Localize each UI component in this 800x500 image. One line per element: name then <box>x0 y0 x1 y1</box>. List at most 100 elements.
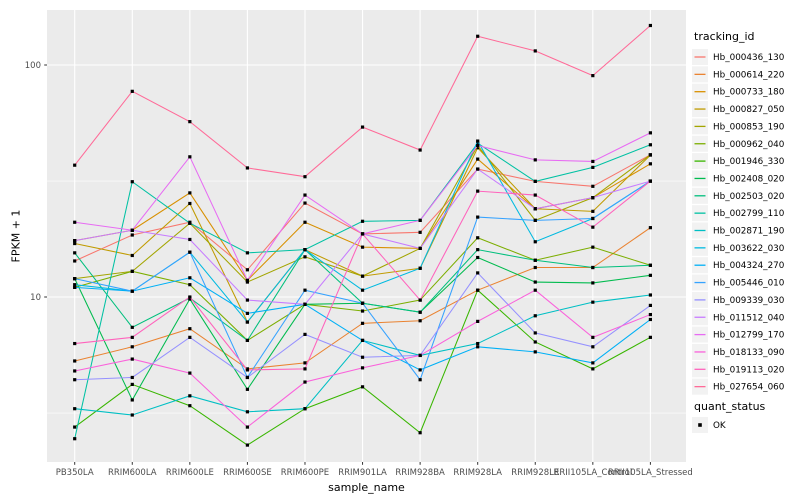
data-point-marker <box>130 228 134 232</box>
data-point-marker <box>73 241 77 246</box>
data-point-marker <box>245 443 250 447</box>
data-point-marker <box>245 280 250 284</box>
data-point-marker <box>591 265 595 270</box>
data-point-marker <box>476 34 480 38</box>
series-Hb_027654_060 <box>73 23 652 179</box>
data-point-marker <box>591 165 595 169</box>
data-point-marker <box>188 191 192 195</box>
data-point-marker <box>533 288 537 292</box>
data-point-marker <box>73 425 77 429</box>
legend-item-label: Hb_002503_020 <box>713 192 785 202</box>
data-point-marker <box>73 359 77 363</box>
data-point-marker <box>476 167 480 171</box>
legend-item-label: Hb_001946_330 <box>713 157 785 167</box>
legend-item: Hb_002799_110 <box>692 205 785 222</box>
data-point-marker <box>360 125 365 129</box>
data-point-marker <box>476 143 480 148</box>
data-point-marker <box>188 276 192 280</box>
data-point-marker <box>245 338 250 343</box>
data-point-marker <box>303 175 307 179</box>
data-point-marker <box>476 215 480 219</box>
legend-item-label: Hb_009339_030 <box>713 296 785 306</box>
data-point-marker <box>303 380 307 384</box>
legend-item-quant: OK <box>692 417 726 433</box>
data-point-marker <box>648 303 652 308</box>
data-point-marker <box>476 341 480 346</box>
data-point-marker <box>476 255 480 260</box>
data-point-marker <box>73 259 77 263</box>
legend-item: Hb_005446_010 <box>692 274 785 291</box>
legend-title-quant-status: quant_status <box>694 400 766 413</box>
data-point-marker <box>73 378 77 382</box>
legend-item: Hb_001946_330 <box>692 153 785 170</box>
data-point-marker <box>648 179 652 183</box>
data-point-marker <box>360 219 365 223</box>
data-point-marker <box>130 233 134 237</box>
data-point-marker <box>476 345 480 349</box>
legend-item-label: Hb_002871_190 <box>713 227 785 237</box>
legend-item: Hb_018133_090 <box>692 343 785 360</box>
data-point-marker <box>533 179 537 183</box>
data-point-marker <box>648 131 652 135</box>
data-point-marker <box>303 288 307 292</box>
data-point-marker <box>73 283 77 287</box>
data-point-marker <box>130 253 134 258</box>
x-tick-label: PB350LA <box>56 468 94 478</box>
legend-item: Hb_009339_030 <box>692 291 785 308</box>
x-tick-label: RRIM928BA <box>395 468 445 478</box>
data-point-marker <box>73 163 77 167</box>
data-point-marker <box>418 378 422 382</box>
legend-item: Hb_000436_130 <box>692 49 785 65</box>
data-point-marker <box>533 350 537 354</box>
data-point-marker <box>188 120 192 124</box>
data-point-marker <box>245 311 250 315</box>
data-point-marker <box>648 23 652 28</box>
data-point-marker <box>648 273 652 277</box>
x-tick-label: RRIM928LA <box>453 468 502 478</box>
legend-item-label: Hb_012799_170 <box>713 331 785 341</box>
data-point-marker <box>533 314 537 318</box>
x-tick-label: RRIM600LA <box>108 468 157 478</box>
data-point-marker <box>648 153 652 157</box>
data-point-marker <box>418 266 422 270</box>
data-point-marker <box>591 345 595 349</box>
x-tick-label: RRIM600LE <box>166 468 214 478</box>
data-point-marker <box>130 413 134 417</box>
legend-item: Hb_003622_030 <box>692 239 785 256</box>
data-point-marker <box>245 298 250 302</box>
data-point-marker <box>533 280 537 284</box>
y-axis-title: FPKM + 1 <box>9 209 23 263</box>
data-point-marker <box>591 184 595 188</box>
data-point-marker <box>245 166 250 170</box>
data-point-marker <box>130 335 134 339</box>
data-point-marker <box>533 158 537 162</box>
data-point-marker <box>533 340 537 344</box>
data-point-marker <box>73 277 77 281</box>
data-point-marker <box>591 361 595 365</box>
data-point-marker <box>418 230 422 234</box>
data-point-marker <box>73 407 77 411</box>
data-point-marker <box>303 302 307 306</box>
data-point-marker <box>245 368 250 372</box>
data-point-marker <box>648 263 652 267</box>
legend-item-label: Hb_005446_010 <box>713 279 785 289</box>
data-point-marker <box>130 269 134 273</box>
data-point-marker <box>303 332 307 336</box>
data-point-marker <box>418 298 422 302</box>
legend-item-label: Hb_000436_130 <box>713 53 785 63</box>
data-point-marker <box>418 319 422 323</box>
data-point-marker <box>591 196 595 200</box>
data-point-marker <box>188 371 192 375</box>
legend-item: Hb_000827_050 <box>692 101 785 118</box>
data-point-marker <box>533 265 537 270</box>
data-point-marker <box>476 157 480 161</box>
series-Hb_001946_330 <box>73 288 652 447</box>
data-point-marker <box>73 220 77 224</box>
data-point-marker <box>188 404 192 408</box>
data-point-marker <box>188 155 192 159</box>
legend-item: Hb_000962_040 <box>692 135 785 152</box>
legend-item-label: Hb_000614_220 <box>713 70 785 80</box>
data-point-marker <box>188 237 192 242</box>
data-point-marker <box>591 216 595 221</box>
